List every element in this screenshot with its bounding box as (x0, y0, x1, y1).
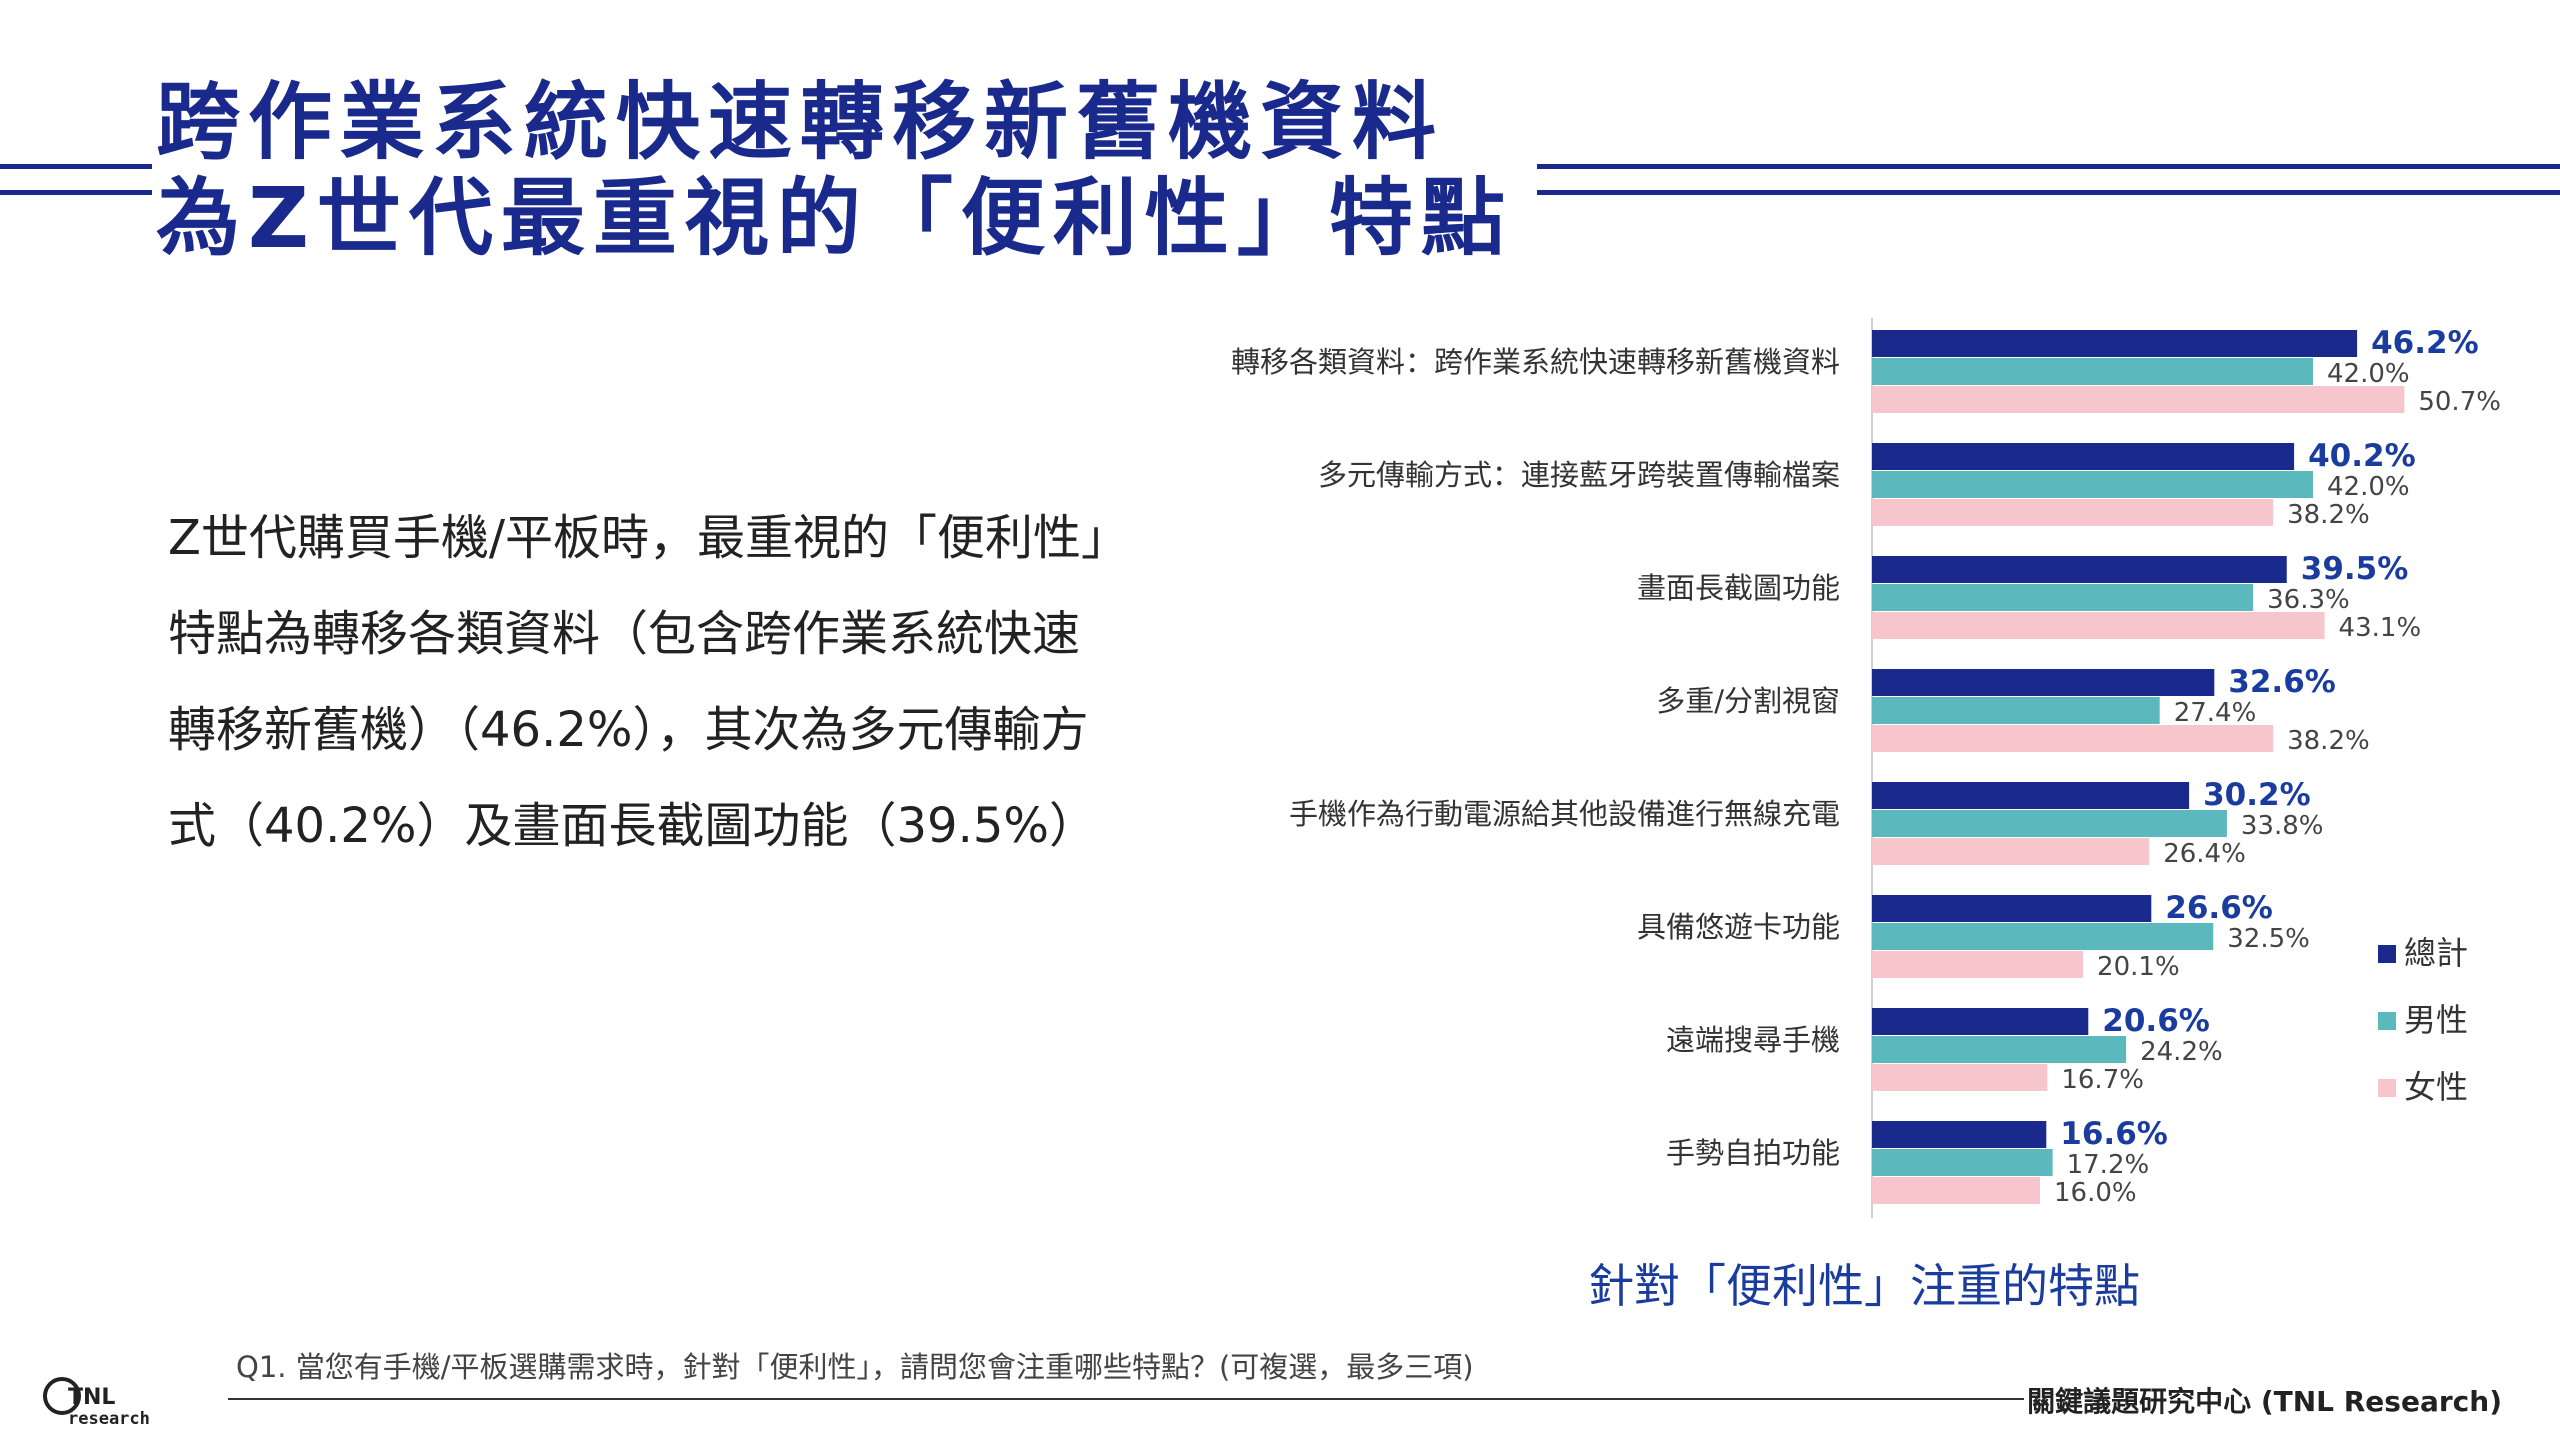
data-label-male: 42.0% (2327, 359, 2410, 389)
legend-swatch (2378, 945, 2396, 963)
category-label: 遠端搜尋手機 (1666, 1023, 1840, 1057)
page-title: 跨作業系統快速轉移新舊機資料 為Z世代最重視的「便利性」特點 (152, 74, 1537, 266)
legend-label: 女性 (2404, 1068, 2468, 1106)
title-line-2: 為Z世代最重視的「便利性」特點 (156, 169, 1513, 267)
data-label-total: 30.2% (2203, 777, 2311, 813)
data-label-female: 50.7% (2418, 387, 2501, 417)
category-label: 手勢自拍功能 (1666, 1136, 1840, 1170)
data-label-total: 40.2% (2308, 438, 2416, 474)
bar-female (1872, 612, 2325, 639)
data-label-female: 43.1% (2339, 613, 2422, 643)
data-label-female: 16.7% (2061, 1065, 2144, 1095)
bar-total (1872, 1121, 2047, 1148)
bar-total (1872, 782, 2190, 809)
legend-swatch (2378, 1012, 2396, 1030)
data-label-total: 46.2% (2371, 325, 2479, 361)
category-label: 轉移各類資料：跨作業系統快速轉移新舊機資料 (1231, 345, 1840, 379)
data-label-female: 26.4% (2163, 839, 2246, 869)
bar-female (1872, 499, 2274, 526)
bar-total (1872, 330, 2358, 357)
source-credit: 關鍵議題研究中心 (TNL Research) (2027, 1385, 2502, 1418)
survey-question: Q1. 當您有手機/平板選購需求時，針對「便利性」，請問您會注重哪些特點？(可複… (236, 1350, 1474, 1384)
bar-total (1872, 895, 2152, 922)
legend-label: 總計 (2404, 934, 2468, 972)
data-label-male: 36.3% (2267, 585, 2350, 615)
category-label: 具備悠遊卡功能 (1637, 910, 1840, 944)
data-label-male: 32.5% (2227, 924, 2310, 954)
bar-male (1872, 923, 2214, 950)
data-label-male: 27.4% (2174, 698, 2257, 728)
logo-text-top: TNL (68, 1385, 115, 1410)
data-label-total: 20.6% (2102, 1003, 2210, 1039)
bar-female (1872, 838, 2150, 865)
category-label: 畫面長截圖功能 (1637, 571, 1840, 605)
data-label-total: 16.6% (2060, 1116, 2168, 1152)
data-label-female: 20.1% (2097, 952, 2180, 982)
bar-total (1872, 443, 2295, 470)
bar-female (1872, 1177, 2040, 1204)
category-label: 多重/分割視窗 (1656, 684, 1840, 718)
bar-female (1872, 951, 2084, 978)
title-line-1: 跨作業系統快速轉移新舊機資料 (156, 73, 1445, 171)
bar-total (1872, 556, 2287, 583)
footer-rule (228, 1398, 2024, 1400)
data-label-male: 17.2% (2067, 1150, 2150, 1180)
bar-female (1872, 725, 2274, 752)
category-label: 手機作為行動電源給其他設備進行無線充電 (1289, 797, 1840, 831)
bar-total (1872, 1008, 2089, 1035)
data-label-female: 16.0% (2054, 1178, 2137, 1208)
tnl-research-logo: TNL research (43, 1377, 150, 1429)
bar-male (1872, 697, 2160, 724)
bar-male (1872, 1149, 2053, 1176)
data-label-total: 26.6% (2165, 890, 2273, 926)
bar-female (1872, 1064, 2048, 1091)
logo-ring (43, 1377, 81, 1415)
legend-swatch (2378, 1079, 2396, 1097)
data-label-female: 38.2% (2287, 500, 2370, 530)
data-label-male: 33.8% (2241, 811, 2324, 841)
bar-female (1872, 386, 2405, 413)
bar-male (1872, 471, 2313, 498)
bar-male (1872, 810, 2227, 837)
data-label-male: 42.0% (2327, 472, 2410, 502)
data-label-total: 39.5% (2301, 551, 2409, 587)
data-label-female: 38.2% (2287, 726, 2370, 756)
data-label-total: 32.6% (2228, 664, 2336, 700)
bar-total (1872, 669, 2215, 696)
logo-text-bottom: research (68, 1409, 150, 1429)
summary-text: Z世代購買手機/平板時，最重視的「便利性」特點為轉移各類資料（包含跨作業系統快速… (168, 510, 1106, 854)
bar-chart: 轉移各類資料：跨作業系統快速轉移新舊機資料46.2%42.0%50.7%多元傳輸… (1231, 318, 2501, 1218)
legend-label: 男性 (2404, 1001, 2468, 1039)
data-label-male: 24.2% (2140, 1037, 2223, 1067)
bar-male (1872, 1036, 2127, 1063)
category-label: 多元傳輸方式：連接藍牙跨裝置傳輸檔案 (1318, 458, 1840, 492)
chart-subtitle: 針對「便利性」注重的特點 (1588, 1259, 2140, 1313)
bar-male (1872, 584, 2254, 611)
bar-male (1872, 358, 2313, 385)
